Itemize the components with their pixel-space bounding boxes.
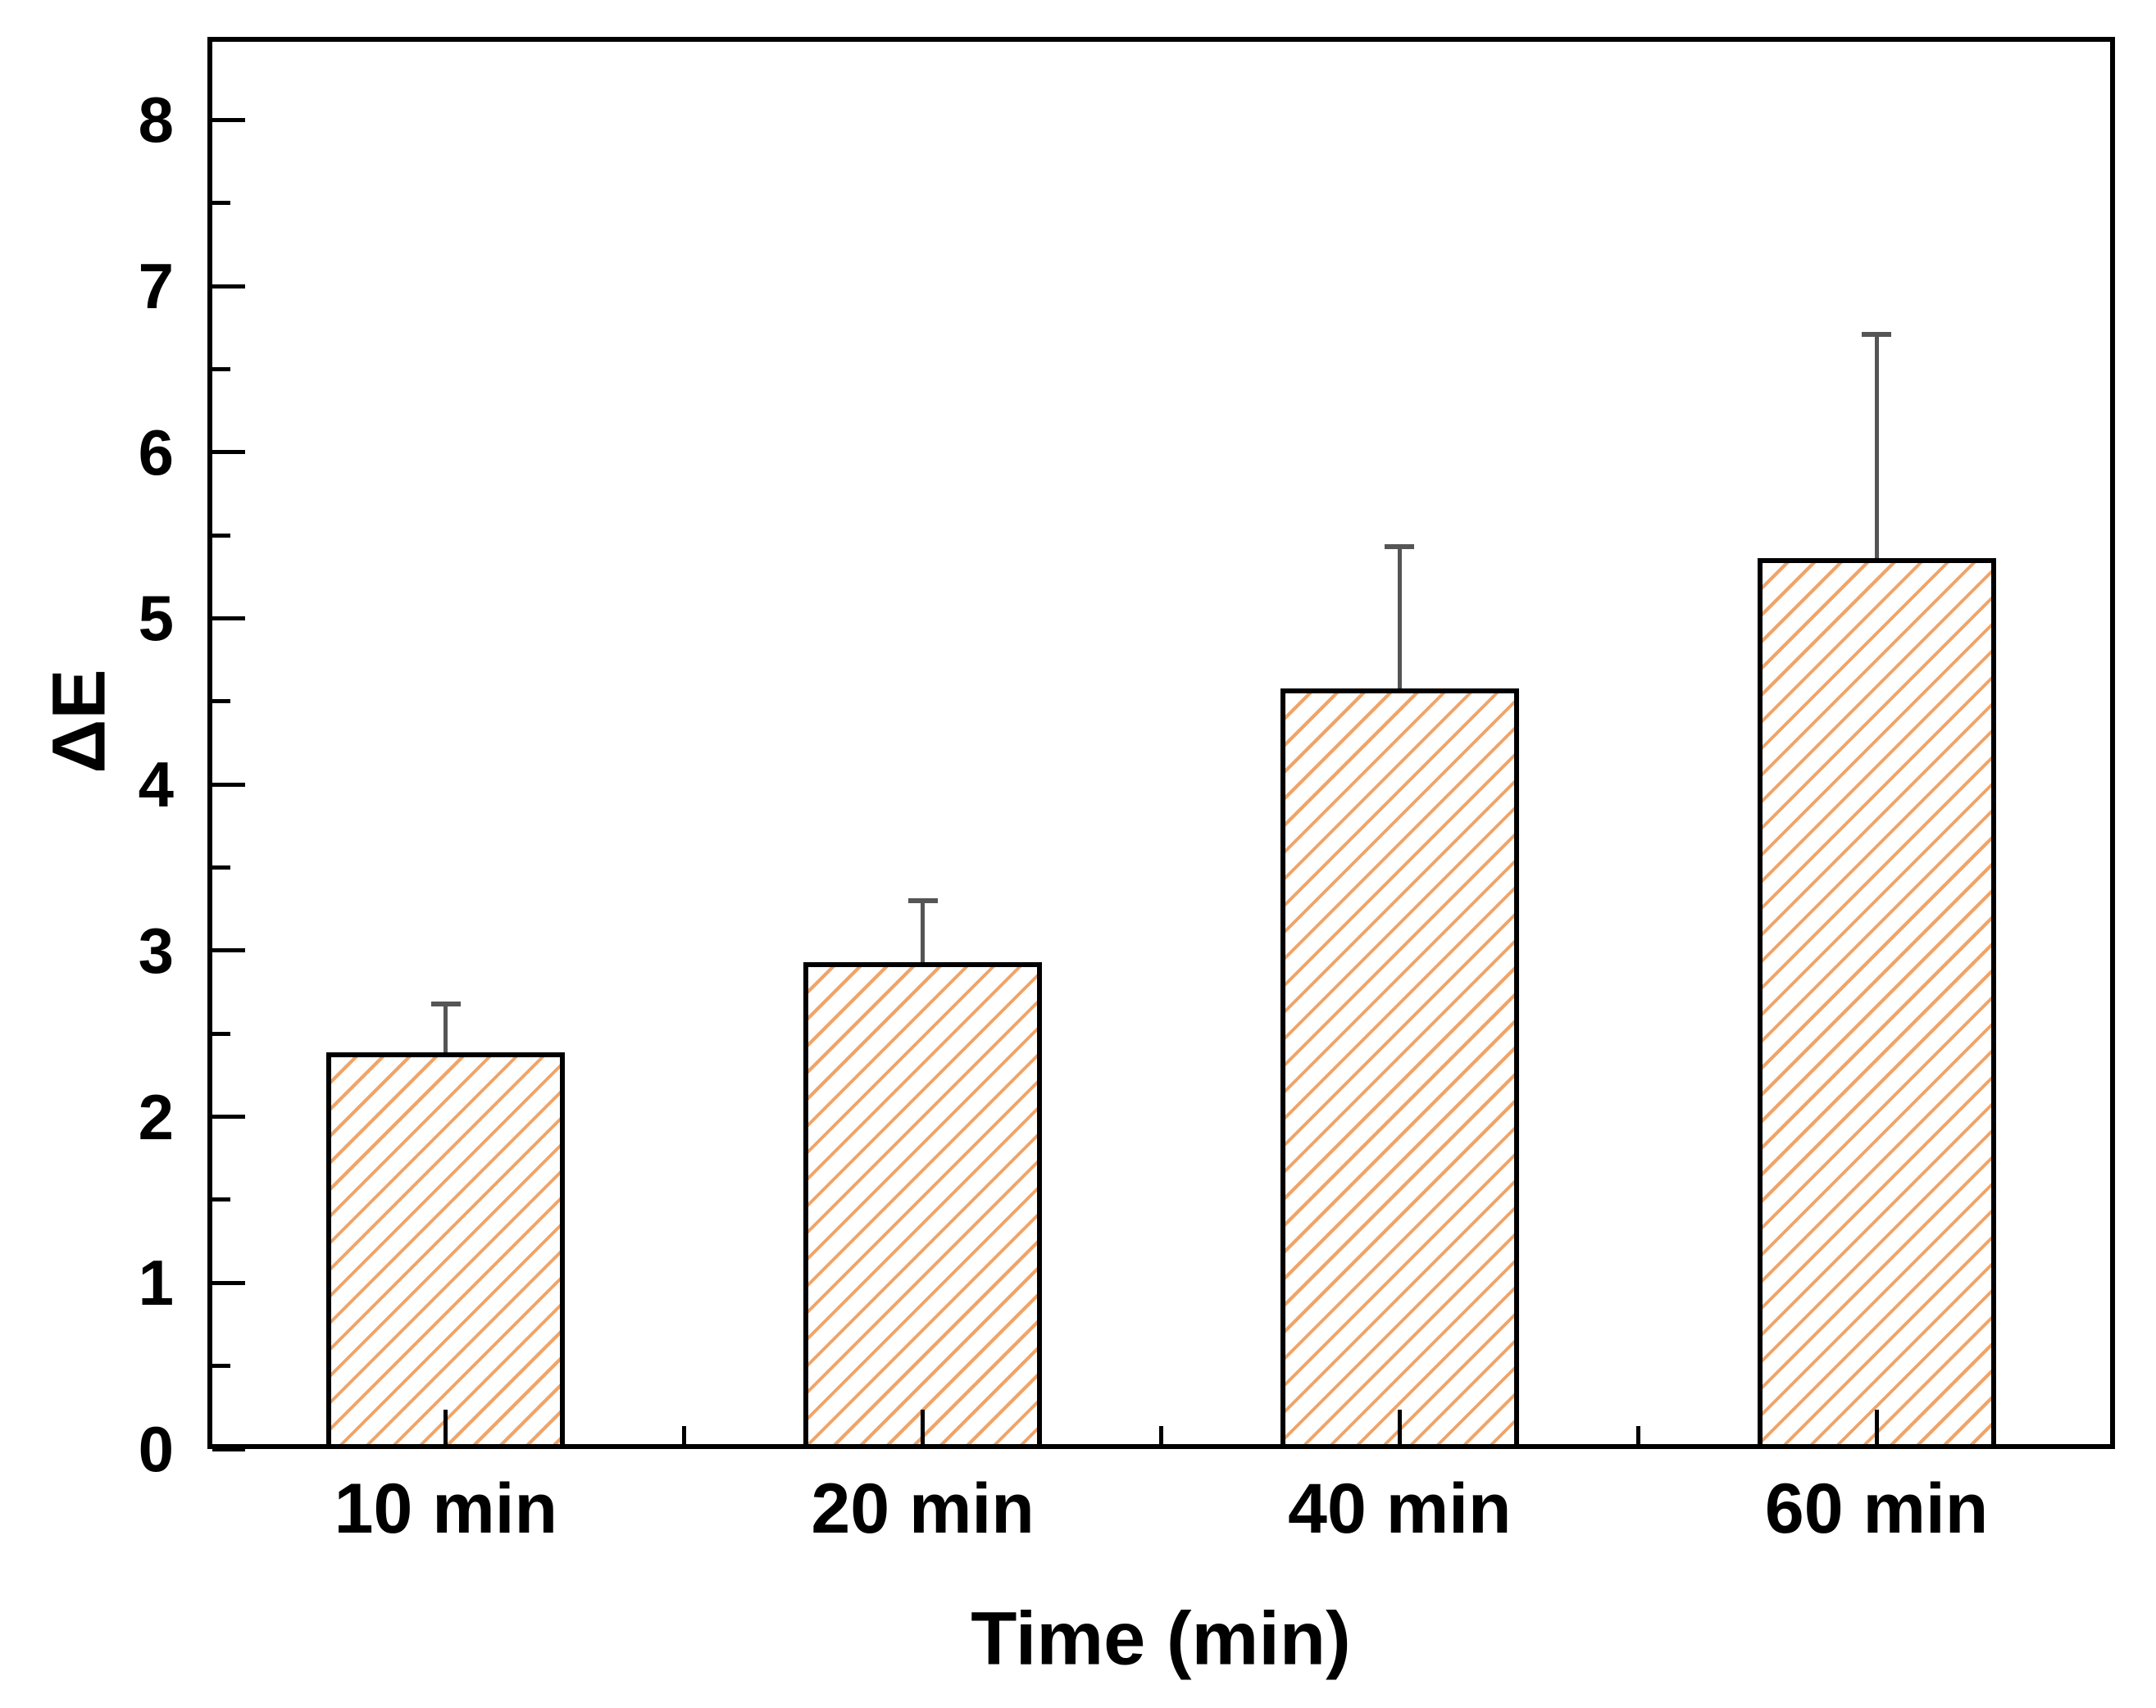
error-bar-cap [907, 898, 938, 904]
y-tick-label: 3 [138, 914, 174, 987]
error-bar-line [1874, 334, 1879, 559]
bar [1757, 558, 1996, 1449]
x-minor-tick [682, 1426, 687, 1444]
y-minor-tick [212, 533, 230, 538]
error-bar-cap [1862, 331, 1892, 337]
x-category-label: 20 min [811, 1470, 1035, 1548]
bar [1280, 688, 1519, 1449]
y-tick-label: 5 [138, 582, 174, 655]
y-tick-label: 7 [138, 250, 174, 323]
y-major-tick [212, 1280, 245, 1285]
y-minor-tick [212, 201, 230, 206]
x-axis-title: Time (min) [971, 1597, 1351, 1681]
y-minor-tick [212, 699, 230, 704]
x-major-tick [443, 1410, 448, 1444]
y-tick-label: 6 [138, 416, 174, 488]
y-minor-tick [212, 1364, 230, 1369]
error-bar-line [443, 1003, 448, 1052]
y-minor-tick [212, 865, 230, 870]
y-major-tick [212, 1447, 245, 1451]
y-tick-label: 0 [138, 1413, 174, 1485]
error-bar-cap [430, 1001, 461, 1006]
error-bar-line [921, 901, 926, 963]
y-major-tick [212, 616, 245, 620]
y-tick-label: 4 [138, 748, 174, 821]
x-major-tick [1874, 1410, 1879, 1444]
y-major-tick [212, 782, 245, 787]
x-major-tick [921, 1410, 926, 1444]
x-category-label: 40 min [1288, 1470, 1512, 1548]
error-bar-line [1397, 547, 1402, 688]
x-category-label: 60 min [1764, 1470, 1989, 1548]
y-tick-label: 2 [138, 1080, 174, 1153]
y-major-tick [212, 117, 245, 122]
y-major-tick [212, 948, 245, 953]
y-major-tick [212, 284, 245, 288]
y-minor-tick [212, 1031, 230, 1036]
x-major-tick [1397, 1410, 1402, 1444]
y-minor-tick [212, 1197, 230, 1202]
x-minor-tick [1635, 1426, 1640, 1444]
y-minor-tick [212, 366, 230, 371]
y-major-tick [212, 450, 245, 455]
x-minor-tick [1159, 1426, 1163, 1444]
x-category-label: 10 min [334, 1470, 558, 1548]
y-tick-label: 8 [138, 84, 174, 157]
error-bar-cap [1385, 544, 1415, 550]
y-major-tick [212, 1115, 245, 1120]
y-tick-label: 1 [138, 1247, 174, 1320]
bar [803, 962, 1043, 1449]
bar [326, 1052, 566, 1449]
